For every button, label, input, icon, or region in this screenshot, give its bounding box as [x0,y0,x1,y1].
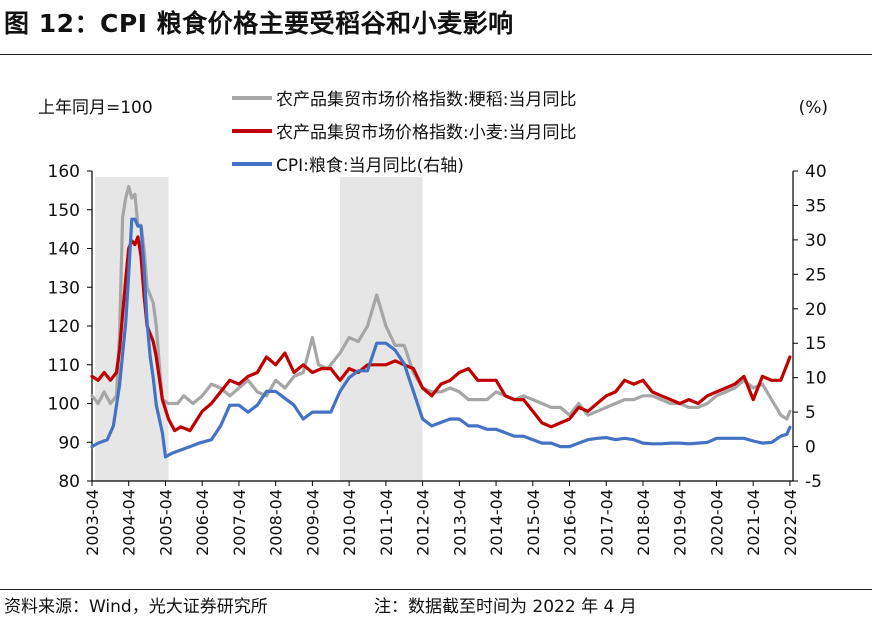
series-line-3 [90,217,792,459]
x-tick-label: 2010-04 [340,489,359,556]
right-tick-label: 25 [805,265,827,285]
x-tick-label: 2016-04 [561,489,580,556]
x-tick-label: 2011-04 [377,489,396,556]
left-axis-note: 上年同月=100 [38,98,153,118]
right-tick-label: 5 [805,403,816,423]
series-lines [90,184,792,459]
chart: 上年同月=100 (%) 农产品集贸市场价格指数:粳稻:当月同比农产品集贸市场价… [38,90,828,556]
footer-rule [0,589,872,590]
shaded-periods [95,177,423,481]
x-tick-label: 2018-04 [634,489,653,556]
shaded-period [339,177,423,481]
left-tick-label: 140 [48,240,80,260]
left-tick-label: 150 [48,201,80,221]
right-tick-label: 15 [805,334,827,354]
x-tick-label: 2004-04 [120,489,139,556]
left-tick-label: 160 [48,162,80,182]
right-tick-label: 10 [805,369,827,389]
x-tick-label: 2003-04 [83,489,102,556]
footer-note: 注：数据截至时间为 2022 年 4 月 [374,597,637,617]
legend-label-1: 农产品集贸市场价格指数:粳稻:当月同比 [276,90,576,110]
x-tick-label: 2019-04 [671,489,690,556]
right-tick-label: 0 [805,438,816,458]
right-axis-unit: (%) [799,98,828,118]
right-tick-label: 30 [805,231,827,251]
x-tick-label: 2017-04 [597,489,616,556]
right-tick-label: 40 [805,162,827,182]
x-tick-label: 2013-04 [450,489,469,556]
title-rule [0,54,872,55]
axes: 80 90 100 110 120 130 140 150 160 -5 0 5 10 15 20 25 30 3… [48,162,827,556]
x-tick-label: 2015-04 [524,489,543,556]
series-line-1 [90,184,792,421]
right-tick-label: 35 [805,196,827,216]
x-tick-label: 2020-04 [707,489,726,556]
right-tick-label: 20 [805,300,827,320]
left-tick-label: 80 [58,472,80,492]
x-tick-label: 2021-04 [744,489,763,556]
left-tick-label: 90 [58,433,80,453]
x-tick-label: 2009-04 [303,489,322,556]
footer-source: 资料来源：Wind，光大证券研究所 [4,597,268,617]
x-tick-label: 2022-04 [781,489,800,556]
left-tick-label: 110 [48,356,80,376]
x-tick-label: 2006-04 [193,489,212,556]
left-tick-label: 130 [48,278,80,298]
x-tick-label: 2012-04 [414,489,433,556]
legend-label-3: CPI:粮食:当月同比(右轴) [276,156,464,176]
x-tick-label: 2005-04 [156,489,175,556]
x-tick-label: 2008-04 [267,489,286,556]
right-tick-label: -5 [805,472,822,492]
series-line-2 [90,235,792,433]
left-tick-label: 120 [48,317,80,337]
figure-title: 图 12：CPI 粮食价格主要受稻谷和小麦影响 [4,9,514,38]
legend-label-2: 农产品集贸市场价格指数:小麦:当月同比 [276,123,576,143]
left-tick-label: 100 [48,395,80,415]
x-tick-label: 2014-04 [487,489,506,556]
x-tick-label: 2007-04 [230,489,249,556]
